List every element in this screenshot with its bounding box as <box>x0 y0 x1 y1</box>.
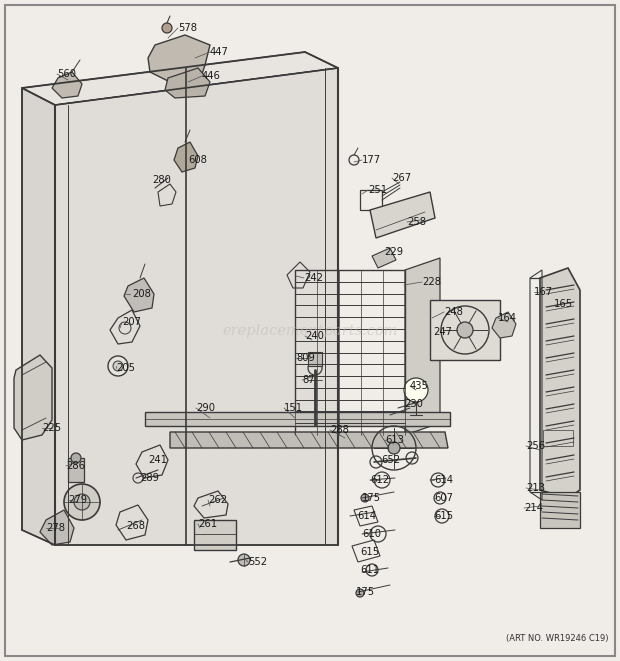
Text: 225: 225 <box>42 423 61 433</box>
Text: 578: 578 <box>178 23 197 33</box>
Text: (ART NO. WR19246 C19): (ART NO. WR19246 C19) <box>505 634 608 643</box>
Text: 165: 165 <box>554 299 573 309</box>
Circle shape <box>113 361 123 371</box>
Text: 611: 611 <box>360 565 379 575</box>
Text: 167: 167 <box>534 287 553 297</box>
Polygon shape <box>405 258 440 435</box>
Polygon shape <box>148 35 210 82</box>
Bar <box>68 458 84 482</box>
Text: 175: 175 <box>356 587 375 597</box>
Text: 290: 290 <box>196 403 215 413</box>
Polygon shape <box>22 88 55 545</box>
Text: 447: 447 <box>210 47 229 57</box>
Text: 213: 213 <box>526 483 545 493</box>
Text: 177: 177 <box>362 155 381 165</box>
Text: 164: 164 <box>498 313 517 323</box>
Text: 446: 446 <box>202 71 221 81</box>
Text: 228: 228 <box>422 277 441 287</box>
Text: 278: 278 <box>46 523 65 533</box>
Text: 615: 615 <box>360 547 379 557</box>
Polygon shape <box>165 68 210 98</box>
Text: 614: 614 <box>357 511 376 521</box>
Text: 207: 207 <box>122 317 141 327</box>
Circle shape <box>361 494 369 502</box>
Circle shape <box>238 554 250 566</box>
Bar <box>295 270 405 435</box>
Text: 87: 87 <box>302 375 314 385</box>
Text: 247: 247 <box>433 327 452 337</box>
Text: 286: 286 <box>66 461 85 471</box>
Polygon shape <box>370 192 435 238</box>
Text: 248: 248 <box>444 307 463 317</box>
Text: 256: 256 <box>526 441 545 451</box>
Text: 175: 175 <box>362 493 381 503</box>
Text: 809: 809 <box>296 353 315 363</box>
Text: 279: 279 <box>68 495 87 505</box>
Circle shape <box>457 322 473 338</box>
Polygon shape <box>40 510 74 545</box>
Text: 289: 289 <box>140 473 159 483</box>
Polygon shape <box>308 352 322 366</box>
Polygon shape <box>22 52 338 105</box>
Text: 435: 435 <box>410 381 429 391</box>
Text: 205: 205 <box>116 363 135 373</box>
Circle shape <box>356 589 364 597</box>
Text: 552: 552 <box>248 557 267 567</box>
Text: 288: 288 <box>330 425 349 435</box>
Text: 615: 615 <box>434 511 453 521</box>
Polygon shape <box>145 412 450 426</box>
Polygon shape <box>372 248 396 268</box>
Circle shape <box>388 442 400 454</box>
Text: ereplacementparts.com: ereplacementparts.com <box>222 323 398 338</box>
Text: 612: 612 <box>370 475 389 485</box>
Circle shape <box>404 378 428 402</box>
Text: 208: 208 <box>132 289 151 299</box>
Bar <box>360 190 382 210</box>
Text: 560: 560 <box>57 69 76 79</box>
Polygon shape <box>492 312 516 338</box>
Circle shape <box>71 453 81 463</box>
Text: 607: 607 <box>434 493 453 503</box>
Bar <box>194 520 236 550</box>
Text: 280: 280 <box>152 175 171 185</box>
Polygon shape <box>55 68 338 545</box>
Text: 251: 251 <box>368 185 387 195</box>
Bar <box>540 492 580 528</box>
Polygon shape <box>174 142 198 172</box>
Text: 230: 230 <box>404 399 423 409</box>
Text: 261: 261 <box>198 519 217 529</box>
Text: 242: 242 <box>304 273 323 283</box>
Polygon shape <box>124 278 154 312</box>
Circle shape <box>74 494 90 510</box>
Text: 240: 240 <box>305 331 324 341</box>
Circle shape <box>64 484 100 520</box>
Text: 229: 229 <box>384 247 403 257</box>
Polygon shape <box>52 72 82 98</box>
Text: 258: 258 <box>407 217 426 227</box>
Text: 610: 610 <box>362 529 381 539</box>
Polygon shape <box>170 432 448 448</box>
Text: 613: 613 <box>385 435 404 445</box>
Text: 262: 262 <box>208 495 227 505</box>
Circle shape <box>162 23 172 33</box>
Polygon shape <box>14 355 52 440</box>
Text: 652: 652 <box>381 455 400 465</box>
Circle shape <box>108 356 128 376</box>
Text: 151: 151 <box>284 403 303 413</box>
Text: 614: 614 <box>434 475 453 485</box>
Text: 268: 268 <box>126 521 145 531</box>
Text: 267: 267 <box>392 173 411 183</box>
Bar <box>543 430 573 446</box>
Polygon shape <box>540 268 580 498</box>
Text: 214: 214 <box>524 503 543 513</box>
Text: 241: 241 <box>148 455 167 465</box>
Bar <box>430 300 500 360</box>
Text: 608: 608 <box>188 155 207 165</box>
